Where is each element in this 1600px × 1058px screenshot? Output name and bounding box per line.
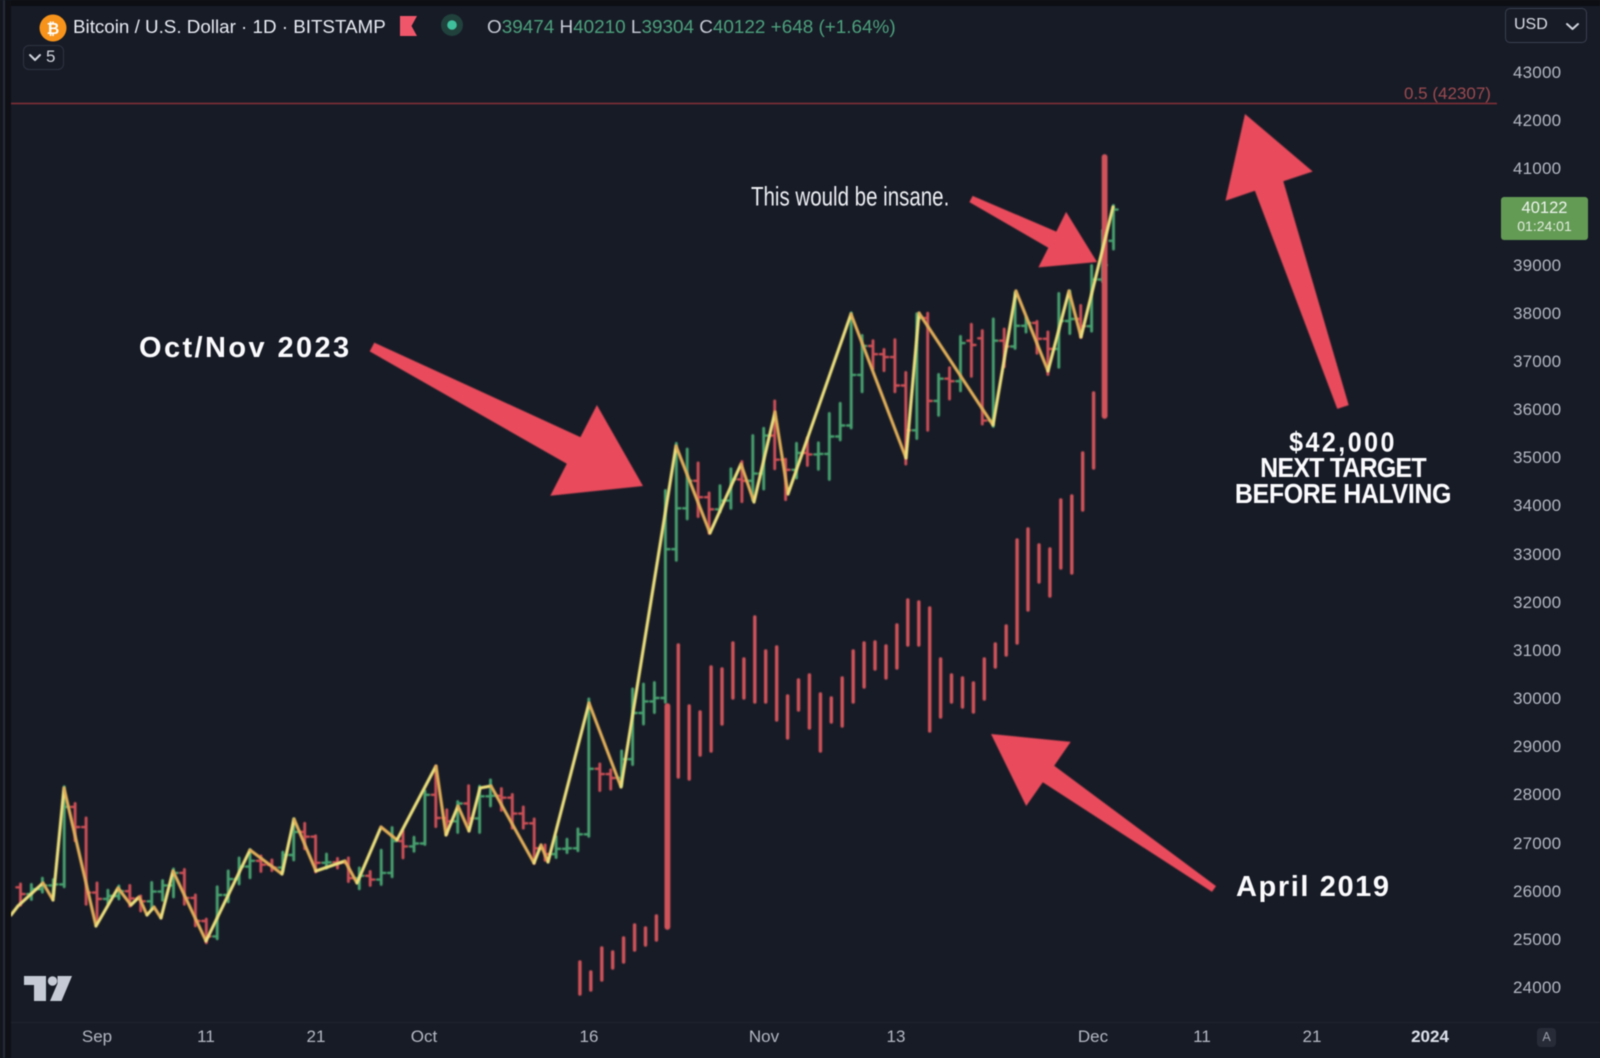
svg-text:₿: ₿ — [47, 21, 60, 38]
